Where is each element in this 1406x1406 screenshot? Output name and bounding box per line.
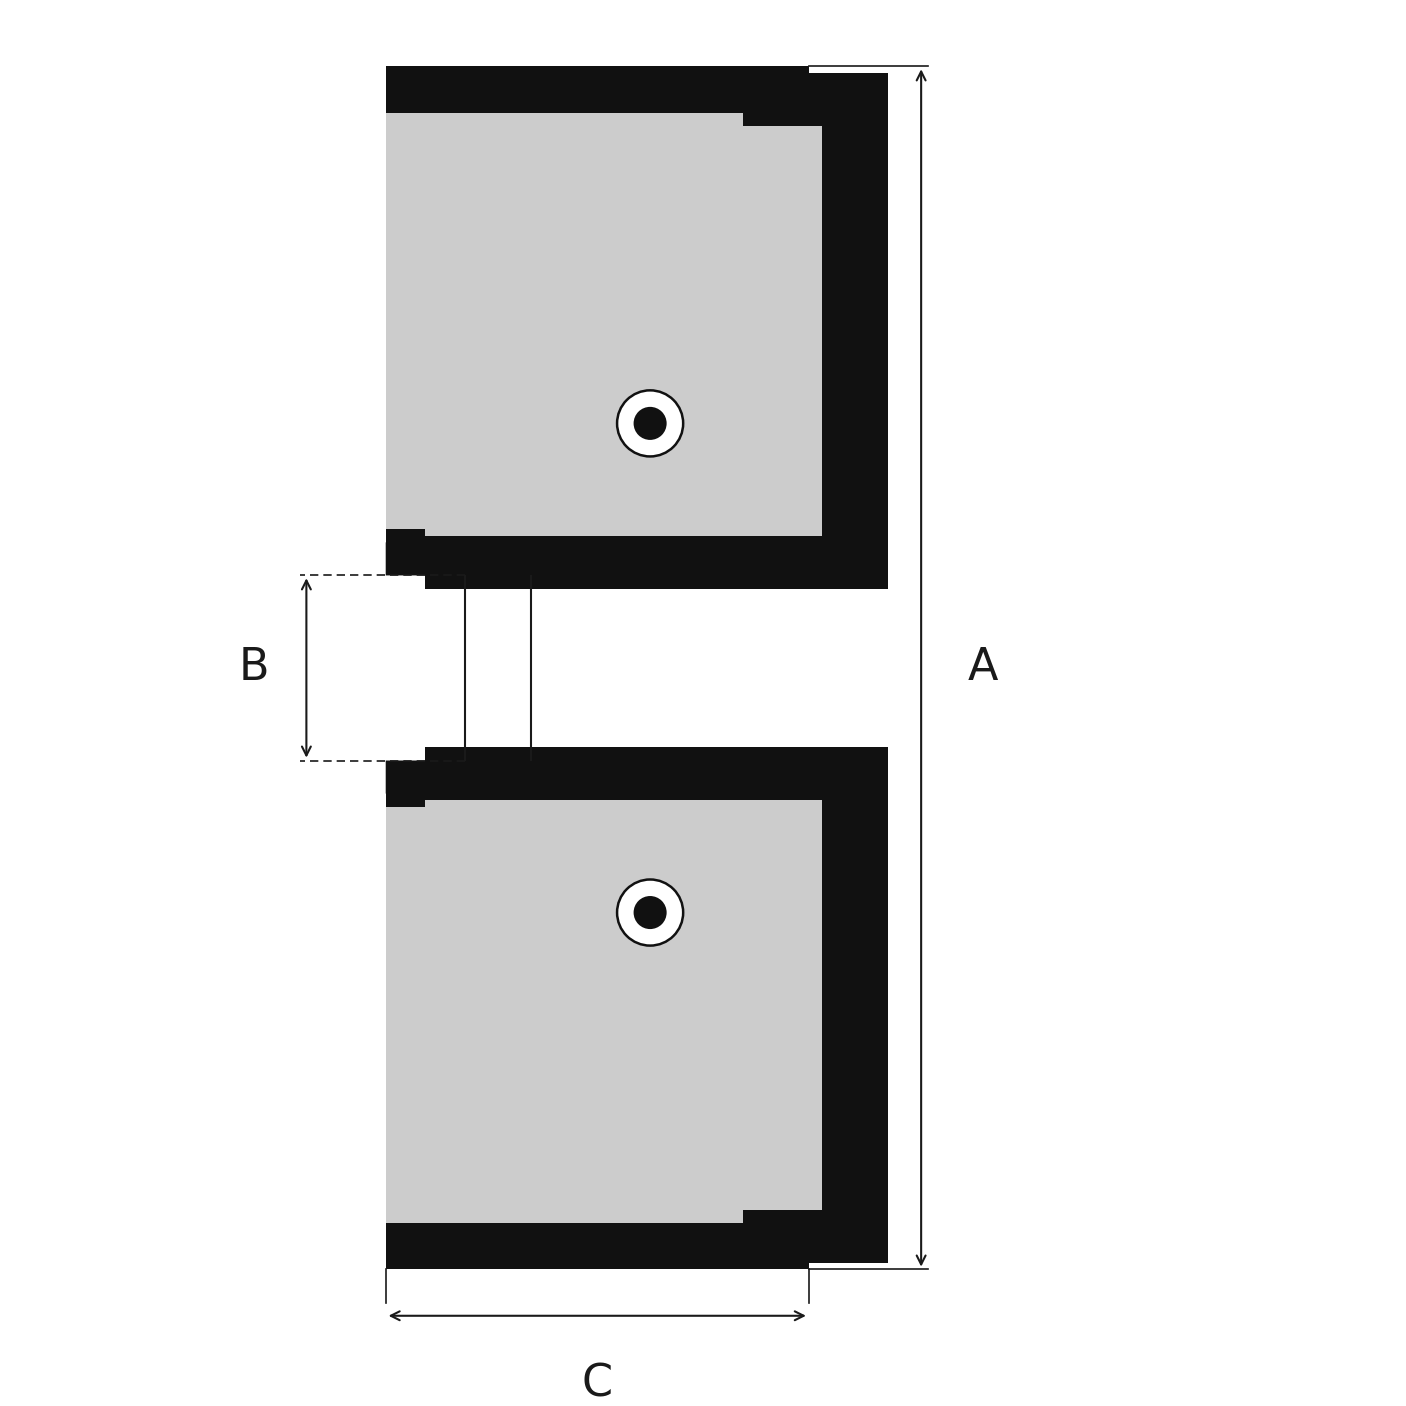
Circle shape xyxy=(634,896,666,929)
Polygon shape xyxy=(385,66,808,575)
Circle shape xyxy=(634,406,666,440)
Text: C: C xyxy=(582,1362,613,1405)
Polygon shape xyxy=(385,112,742,529)
Text: A: A xyxy=(967,647,998,689)
Circle shape xyxy=(617,391,683,457)
Polygon shape xyxy=(385,761,808,1270)
Polygon shape xyxy=(385,807,742,1223)
Polygon shape xyxy=(385,761,583,946)
Polygon shape xyxy=(385,350,583,575)
Text: B: B xyxy=(238,647,269,689)
Polygon shape xyxy=(551,807,742,1223)
Polygon shape xyxy=(426,73,889,589)
Circle shape xyxy=(617,880,683,946)
Polygon shape xyxy=(426,748,889,1263)
Polygon shape xyxy=(551,112,742,529)
Polygon shape xyxy=(426,127,823,536)
Polygon shape xyxy=(426,800,823,1211)
